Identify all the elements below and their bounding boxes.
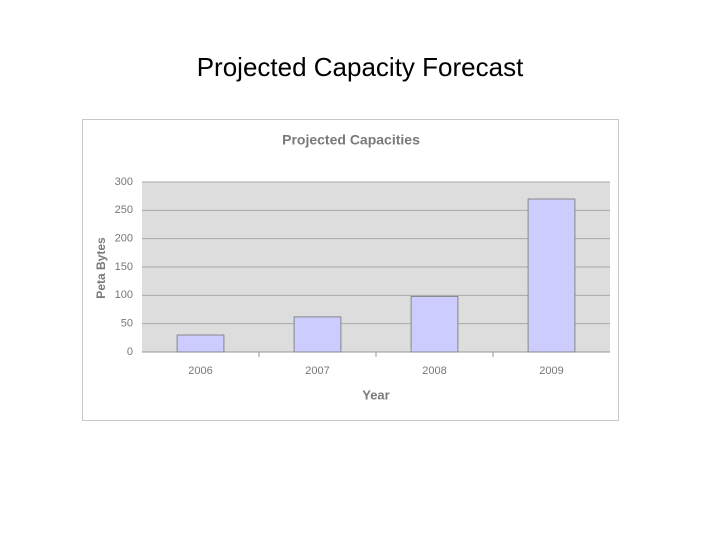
- bar: [293, 316, 342, 353]
- x-tick-label: 2008: [422, 365, 446, 377]
- x-tick-label: 2006: [188, 365, 212, 377]
- x-tick-label: 2009: [539, 365, 563, 377]
- x-axis-label: Year: [362, 387, 389, 402]
- bar: [410, 295, 459, 353]
- y-tick-label: 150: [115, 261, 133, 273]
- bar: [527, 198, 576, 353]
- y-tick-label: 50: [121, 318, 133, 330]
- y-tick-label: 200: [115, 233, 133, 245]
- bar: [176, 334, 225, 353]
- chart-title: Projected Capacities: [282, 132, 420, 148]
- x-tick-label: 2007: [305, 365, 329, 377]
- y-tick-label: 300: [115, 176, 133, 188]
- y-tick-label: 100: [115, 289, 133, 301]
- y-tick-label: 0: [127, 346, 133, 358]
- slide-title: Projected Capacity Forecast: [197, 52, 524, 82]
- y-axis-label: Peta Bytes: [94, 237, 108, 299]
- y-tick-label: 250: [115, 204, 133, 216]
